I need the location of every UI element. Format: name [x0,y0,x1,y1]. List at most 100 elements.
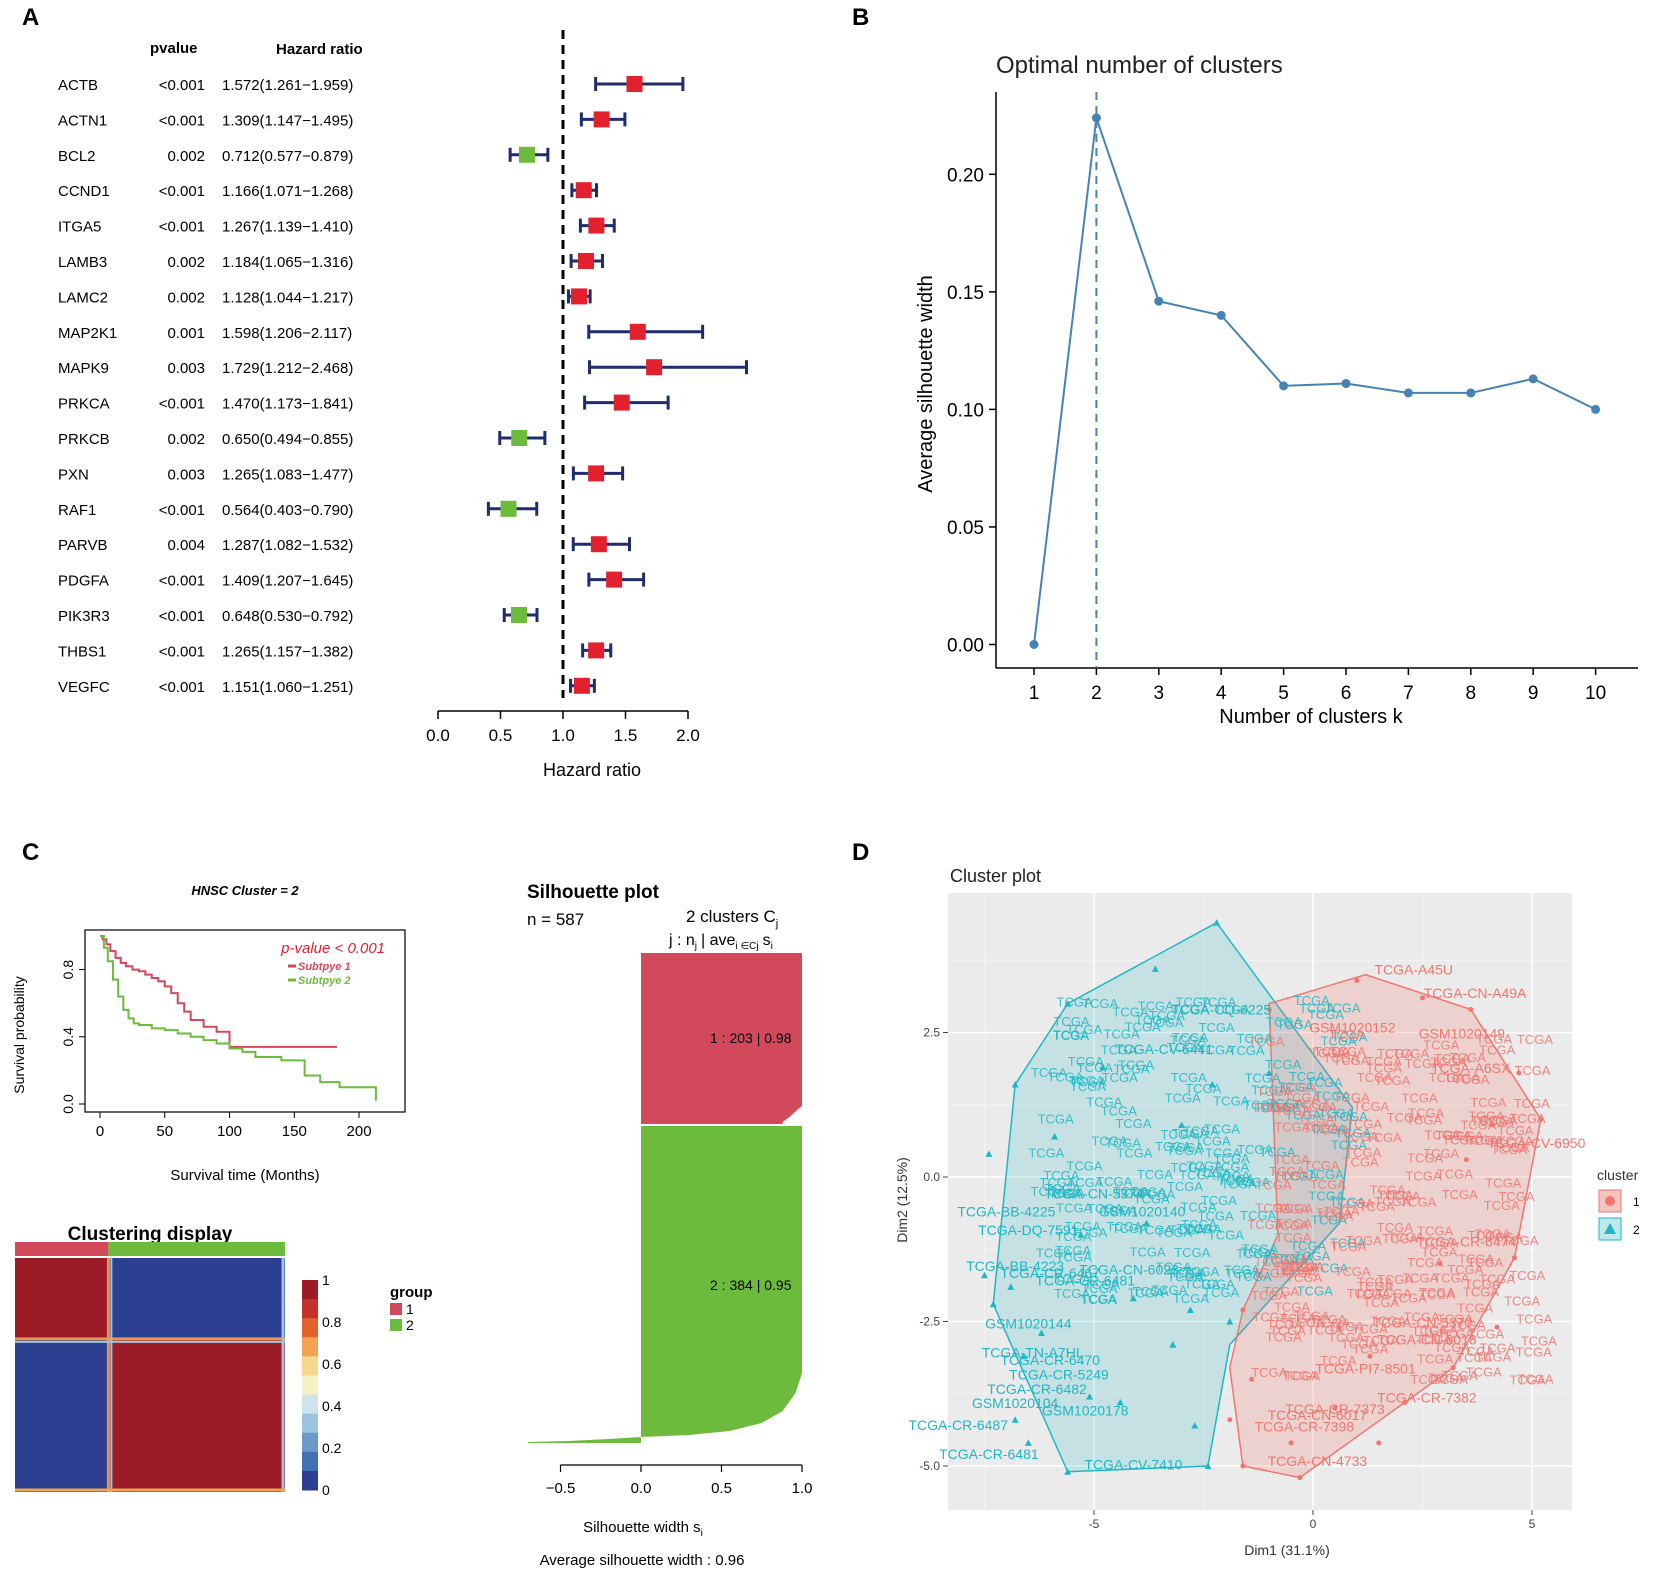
cluster-2-point-label: TCGA [1278,1251,1314,1266]
cluster-2-point-label: TCGA [1217,1173,1253,1188]
forest-hr-text: 1.409(1.207−1.645) [222,573,353,590]
cluster-1-point [1468,1006,1474,1012]
cluster-2-point-label: TCGA [1251,1082,1287,1097]
cluster-1-point-label: TCGA [1274,1299,1310,1314]
cluster-2-point-label: TCGA [1066,1022,1102,1037]
optimal-clusters-x-tick-label: 10 [1585,683,1606,704]
forest-hr-text: 0.712(0.577−0.879) [222,148,353,165]
cluster-2-point [1011,1081,1019,1088]
forest-hr-text: 1.729(1.212−2.468) [222,360,353,377]
forest-pvalue: <0.001 [159,573,205,590]
cluster-2-point-label: TCGA [1102,1070,1138,1085]
group-legend-swatch-1 [390,1303,402,1315]
cluster-1-point-label: TCGA [1273,1218,1309,1233]
forest-hr-text: 1.265(1.083−1.477) [222,466,353,483]
cluster-2-point-label: TCGA [1198,1042,1234,1057]
cluster-1-point-label: TCGA [1294,1097,1330,1112]
cluster-1-point-label: TCGA [1377,1272,1413,1287]
forest-pvalue: 0.004 [167,537,205,554]
cluster-1-point [1490,1122,1496,1128]
heatmap-scale-label: 0 [322,1482,330,1498]
optimal-clusters-x-tick-label: 2 [1091,683,1102,704]
cluster-2-point [1169,1341,1177,1348]
cluster-legend-marker-1 [1605,1196,1615,1206]
cluster-1-point-label: TCGA [1278,1259,1314,1274]
survival-y-tick-label: 0.0 [60,1094,76,1114]
cluster-1-point-label: TCGA [1343,1129,1379,1144]
cluster-1-sample-label: TCGA-CN-4733 [1268,1453,1368,1469]
optimal-clusters-point [1403,388,1413,398]
cluster-y-tick-label: 0.0 [923,1170,940,1184]
cluster-plot-panel [948,893,1572,1510]
forest-hr-text: 1.184(1.065−1.316) [222,254,353,271]
cluster-1-point-label: TCGA [1357,1070,1393,1085]
cluster-2-point-label: TCGA [1151,1283,1187,1298]
cluster-1-point-label: TCGA [1479,1340,1515,1355]
cluster-x-tick-label: 0 [1310,1517,1317,1531]
cluster-2-sample-label: TCGA-CQ-6225 [1171,1001,1272,1017]
forest-hr-marker [519,146,535,163]
cluster-1-point-label: TCGA [1310,1045,1346,1060]
optimal-clusters-point [1091,113,1101,123]
cluster-1-point-label: TCGA [1400,1194,1436,1209]
cluster-1-point-label: TCGA [1274,1119,1310,1134]
survival-x-title: Survival time (Months) [170,1167,319,1184]
cluster-2-point-label: TCGA [1214,1002,1250,1017]
cluster-1-point-label: TCGA [1434,1340,1470,1355]
cluster-2-point-label: TCGA [1155,1139,1191,1154]
cluster-2-point-label: TCGA [1156,1225,1192,1240]
cluster-2-point [1024,1439,1032,1446]
cluster-x-tick-label: -5 [1089,1517,1100,1531]
cluster-2-sample-label: TCGA-CR-6487 [908,1417,1008,1433]
cluster-2-point-label: TCGA [1156,1259,1192,1274]
cluster-1-point [1266,1006,1272,1012]
forest-hr-marker [575,182,592,199]
cluster-2-point-label: TCGA [1181,1217,1217,1232]
cluster-y-tick-label: 2.5 [923,1026,940,1040]
cluster-1-point [1437,1261,1443,1267]
cluster-2-sample-label: TCGA-TN-A7HL [982,1345,1084,1361]
cluster-1-point [1249,1376,1255,1382]
forest-pvalue: 0.001 [167,325,205,342]
heatmap-block-22 [108,1338,286,1492]
cluster-1-point-label: TCGA [1288,1259,1324,1274]
forest-header-pvalue: pvalue [150,40,198,57]
forest-hr-text: 1.267(1.139−1.410) [222,219,353,236]
cluster-2-point-label: TCGA [1199,1276,1235,1291]
cluster-1-point [1402,1399,1408,1405]
cluster-2-point-label: TCGA [1112,1005,1148,1020]
cluster-2-point-label: TCGA [1066,1159,1102,1174]
cluster-1-point-label: TCGA [1254,1254,1290,1269]
heatmap-scale-swatch [302,1432,318,1453]
cluster-1-point-label: TCGA [1467,1133,1503,1148]
cluster-2-point-label: TCGA [1068,1073,1104,1088]
forest-gene-label: PRKCA [58,396,110,413]
forest-pvalue: <0.001 [159,77,205,94]
cluster-1-point-label: TCGA [1328,1330,1364,1345]
cluster-1-point-label: TCGA [1382,1231,1418,1246]
cluster-1-point-label: TCGA [1275,1103,1311,1118]
heatmap-group-bar-1 [15,1242,109,1256]
cluster-2-point-label: TCGA [1268,1096,1304,1111]
cluster-plot: Cluster plot -5 0 52.50.0-2.5-5.0TCGATCGAT… [894,866,1640,1558]
cluster-1-point-label: TCGA [1273,1201,1309,1216]
cluster-2-point-label: TCGA [1331,1138,1367,1153]
forest-gene-label: PDGFA [58,573,109,590]
cluster-1-point-label: TCGA [1412,1323,1448,1338]
forest-hr-text: 0.648(0.530−0.792) [222,608,353,625]
cluster-2-sample-label: TCGA-CR-6467 [1000,1265,1100,1281]
survival-y-tick-label: 0.4 [60,1027,76,1047]
cluster-1-point-label: TCGA [1509,1111,1545,1126]
cluster-1-point-label: TCGA [1457,1301,1493,1316]
cluster-1-point-label: TCGA [1266,1330,1302,1345]
optimal-clusters-x-tick-label: 8 [1466,683,1477,704]
cluster-2-point-label: TCGA [1285,1108,1321,1123]
cluster-1-point-label: TCGA [1405,1168,1441,1183]
forest-pvalue: 0.003 [167,360,205,377]
cluster-1-sample-label: TCGA-CR-7382 [1377,1389,1477,1405]
cluster-1-point-label: TCGA [1363,1295,1399,1310]
forest-pvalue: 0.002 [167,431,205,448]
forest-gene-label: CCND1 [58,183,110,200]
cluster-x-tick-label: 5 [1529,1517,1536,1531]
